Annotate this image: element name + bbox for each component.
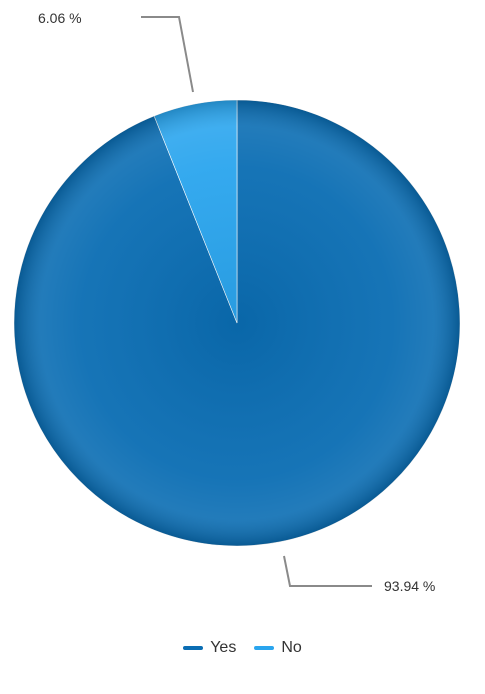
legend-label-no: No — [281, 639, 302, 656]
legend: Yes No — [0, 639, 485, 657]
legend-swatch-no — [254, 646, 275, 650]
legend-swatch-yes — [183, 646, 204, 650]
leader-line-no — [141, 16, 194, 93]
legend-label-yes: Yes — [210, 639, 237, 656]
legend-item-no[interactable]: No — [254, 639, 302, 657]
data-label-yes: 93.94 % — [384, 578, 436, 594]
legend-item-yes[interactable]: Yes — [183, 639, 236, 657]
leader-line-yes — [283, 555, 372, 587]
data-label-no: 6.06 % — [38, 10, 82, 26]
pie-shading — [14, 100, 460, 546]
